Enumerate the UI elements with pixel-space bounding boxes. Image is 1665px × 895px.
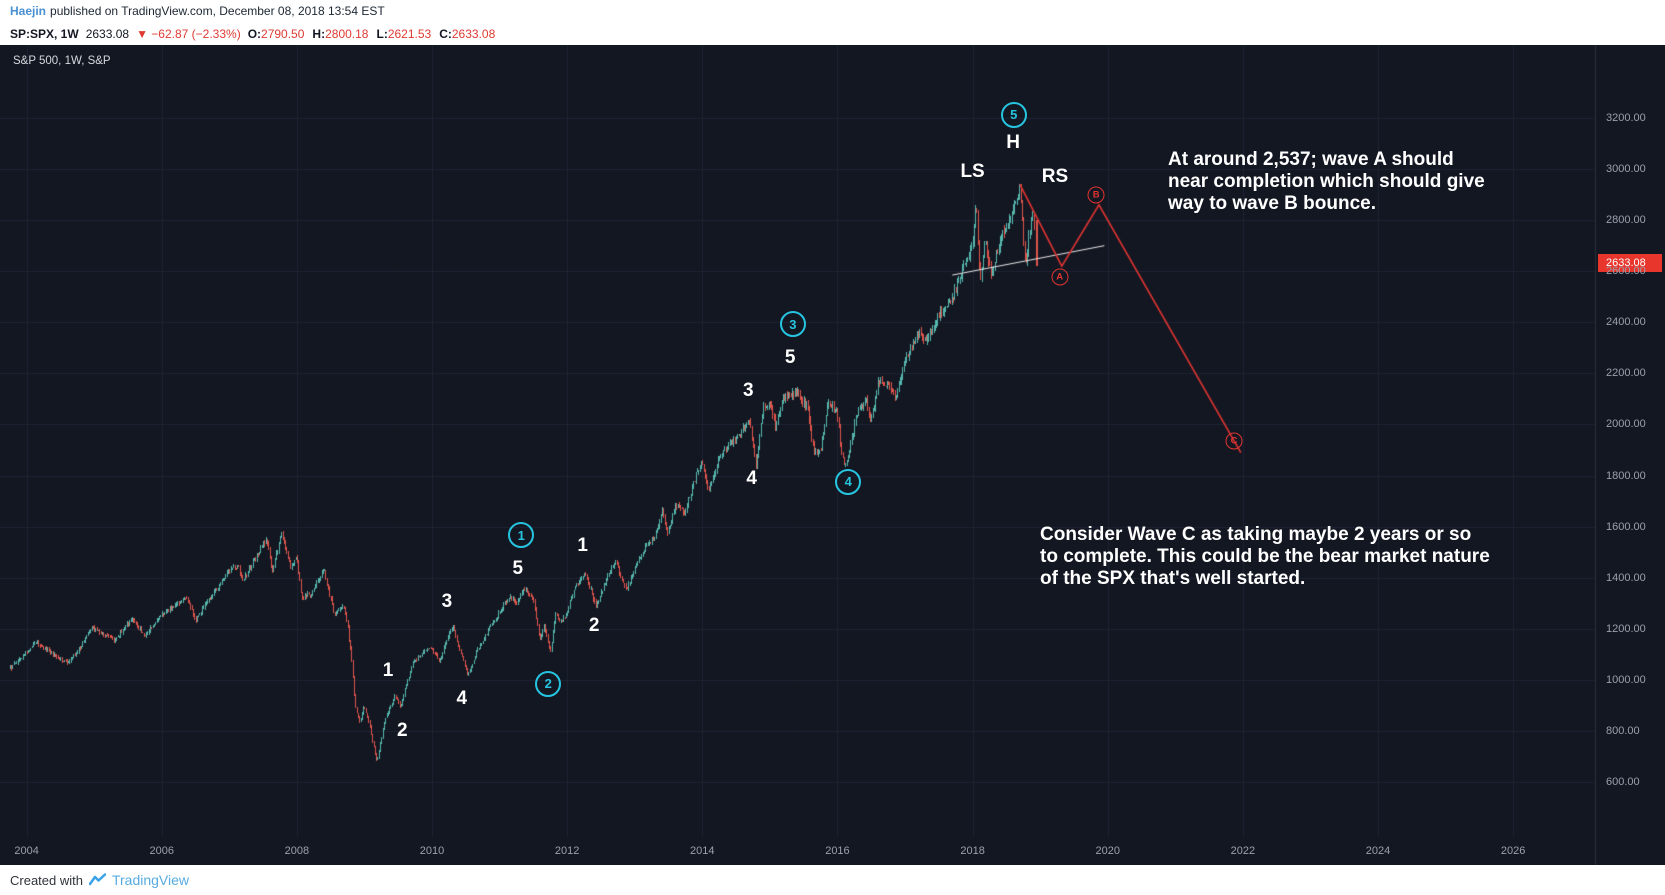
attribution-text: published on TradingView.com, December 0… — [50, 4, 385, 18]
tradingview-logo-icon[interactable] — [88, 873, 106, 887]
created-with-text: Created with — [10, 872, 83, 888]
price-chart-canvas[interactable] — [0, 45, 1665, 865]
low-readout: L:2621.53 — [376, 26, 432, 41]
last-price-value: 2633.08 — [85, 26, 130, 41]
symbol-info-bar: SP:SPX, 1W 2633.08 ▼ −62.87 (−2.33%) O:2… — [0, 22, 1665, 45]
attribution-bar: Haejin published on TradingView.com, Dec… — [0, 0, 1665, 22]
author-link[interactable]: Haejin — [10, 4, 47, 18]
symbol-title[interactable]: SP:SPX, 1W — [10, 26, 79, 41]
chart-legend[interactable]: S&P 500, 1W, S&P — [13, 55, 111, 67]
high-readout: H:2800.18 — [312, 26, 369, 41]
close-readout: C:2633.08 — [439, 26, 496, 41]
price-change: ▼ −62.87 (−2.33%) — [136, 26, 241, 41]
footer-bar: Created with TradingView — [0, 865, 1665, 895]
tradingview-brand-link[interactable]: TradingView — [111, 872, 190, 888]
ohlc-readout: O:2790.50 H:2800.18 L:2621.53 C:2633.08 — [248, 27, 496, 41]
open-readout: O:2790.50 — [247, 26, 305, 41]
chart-region: S&P 500, 1W, S&P At around 2,537; wave A… — [0, 45, 1665, 865]
